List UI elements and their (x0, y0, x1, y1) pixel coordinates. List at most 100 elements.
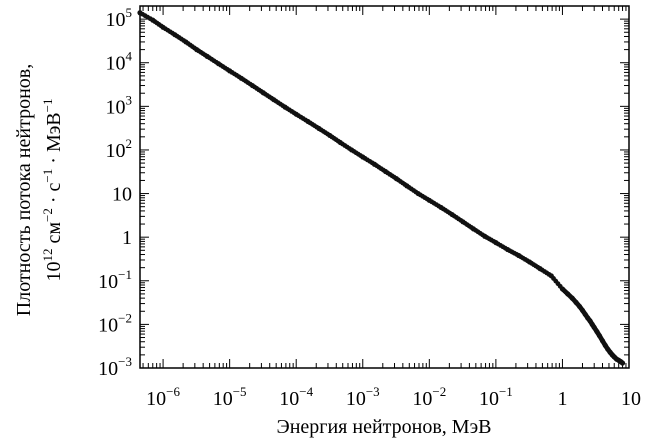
y-tick-label-0: 105 (106, 5, 133, 31)
data-point-fill (491, 238, 497, 244)
y-tick-label-1: 104 (106, 49, 133, 75)
data-point-fill (158, 23, 164, 29)
data-point-fill (303, 117, 308, 123)
x-tick-label-2: 10−4 (279, 384, 313, 410)
x-tick-label-7: 10 (621, 388, 641, 410)
data-point-fill (502, 245, 508, 251)
y-tick-label-0-base: 10 (106, 9, 126, 31)
data-point-fill (269, 95, 275, 101)
data-point-fill (619, 360, 625, 366)
x-tick-label-1-base: 10 (213, 388, 233, 410)
data-point-fill (514, 251, 519, 257)
data-point-fill (147, 16, 153, 22)
y-tick-label-3-exp: 2 (126, 136, 133, 151)
data-point-fill (314, 124, 320, 130)
data-point-fill (247, 81, 253, 87)
x-axis-ticks: 10−6 10−5 10−4 10−3 10−2 10−1 1 10 (142, 6, 641, 410)
x-tick-label-1-exp: −5 (233, 384, 247, 399)
y-tick-label-1-base: 10 (106, 53, 126, 75)
x-tick-label-2-exp: −4 (299, 384, 313, 399)
y-tick-label-0-exp: 5 (126, 5, 133, 20)
y-tick-label-2-exp: 3 (126, 92, 133, 107)
x-tick-label-4-base: 10 (412, 388, 432, 410)
data-point-fill (480, 232, 485, 238)
x-tick-label-6: 1 (557, 388, 567, 410)
y-tick-label-6: 10−1 (98, 267, 132, 293)
data-point-fill (391, 174, 397, 180)
data-point-fill (458, 217, 464, 223)
ylabel-base: 10 (43, 262, 65, 282)
data-point-fill (170, 30, 175, 36)
data-point-fill (468, 225, 474, 230)
y-tick-label-5-base: 1 (122, 227, 132, 249)
plot-frame (139, 5, 630, 369)
y-tick-label-6-exp: −1 (118, 267, 132, 282)
ylabel-exp2: −1 (40, 169, 55, 183)
y-tick-label-8-exp: −3 (118, 354, 132, 369)
ylabel-exp3: −1 (40, 99, 55, 113)
x-tick-label-0-exp: −6 (166, 384, 180, 399)
data-point-fill (335, 138, 341, 144)
data-point-fill (280, 103, 286, 109)
data-point-fill (524, 258, 530, 264)
ylabel-exp: 12 (40, 249, 55, 262)
data-point-fill (291, 110, 297, 116)
x-tick-label-0-base: 10 (146, 388, 166, 410)
y-axis-title-line2: 1012 см−2 · с−1 · МэВ−1 (40, 99, 65, 282)
y-tick-label-7-exp: −2 (118, 310, 132, 325)
y-tick-label-2: 103 (106, 92, 133, 118)
x-tick-label-5: 10−1 (479, 384, 513, 410)
ylabel-unit3: · МэВ (43, 112, 65, 168)
data-point-fill (447, 210, 453, 216)
data-points (137, 10, 626, 366)
data-point-fill (424, 196, 430, 202)
ylabel-unit1: см (43, 222, 65, 249)
x-tick-label-4-exp: −2 (432, 384, 446, 399)
data-point-fill (258, 88, 264, 94)
y-tick-label-3: 102 (106, 136, 133, 162)
x-tick-label-5-exp: −1 (499, 384, 513, 399)
data-point-fill (202, 52, 208, 58)
x-tick-label-7-base: 10 (621, 388, 641, 410)
data-point-fill (380, 167, 386, 173)
data-point-fill (369, 160, 375, 166)
data-point-fill (546, 271, 552, 277)
y-tick-label-7: 10−2 (98, 310, 132, 336)
x-tick-label-2-base: 10 (279, 388, 299, 410)
x-tick-label-0: 10−6 (146, 384, 180, 410)
y-tick-label-8-base: 10 (98, 358, 118, 380)
data-point-fill (346, 146, 352, 151)
x-tick-label-3-base: 10 (346, 388, 366, 410)
y-tick-label-6-base: 10 (98, 271, 118, 293)
x-tick-label-6-base: 1 (557, 388, 567, 410)
x-tick-label-1: 10−5 (213, 384, 247, 410)
x-tick-label-3: 10−3 (346, 384, 380, 410)
data-point-fill (436, 203, 442, 209)
y-tick-label-8: 10−3 (98, 354, 132, 380)
ylabel-unit2: · с (43, 182, 65, 208)
data-point-fill (557, 283, 563, 289)
data-point-fill (213, 59, 219, 65)
data-point-fill (225, 67, 230, 72)
y-tick-label-4: 10 (112, 184, 132, 206)
x-axis-title: Энергия нейтронов, МэВ (276, 416, 491, 438)
x-tick-label-3-exp: −3 (366, 384, 380, 399)
data-point-fill (181, 38, 187, 43)
data-point-fill (358, 153, 363, 158)
y-tick-label-5: 1 (122, 227, 132, 249)
y-tick-label-7-base: 10 (98, 314, 118, 336)
x-tick-label-4: 10−2 (412, 384, 446, 410)
y-tick-label-1-exp: 4 (126, 49, 133, 64)
y-tick-label-2-base: 10 (106, 96, 126, 118)
data-point-fill (413, 189, 419, 195)
y-tick-label-4-base: 10 (112, 184, 132, 206)
y-axis-title-line1: Плотность потока нейтронов, (13, 64, 35, 316)
data-point-fill (236, 74, 242, 80)
data-point-fill (325, 131, 331, 137)
ylabel-exp1: −2 (40, 208, 55, 222)
data-point-fill (192, 45, 197, 51)
y-tick-label-3-base: 10 (106, 140, 126, 162)
data-point-fill (402, 182, 408, 187)
